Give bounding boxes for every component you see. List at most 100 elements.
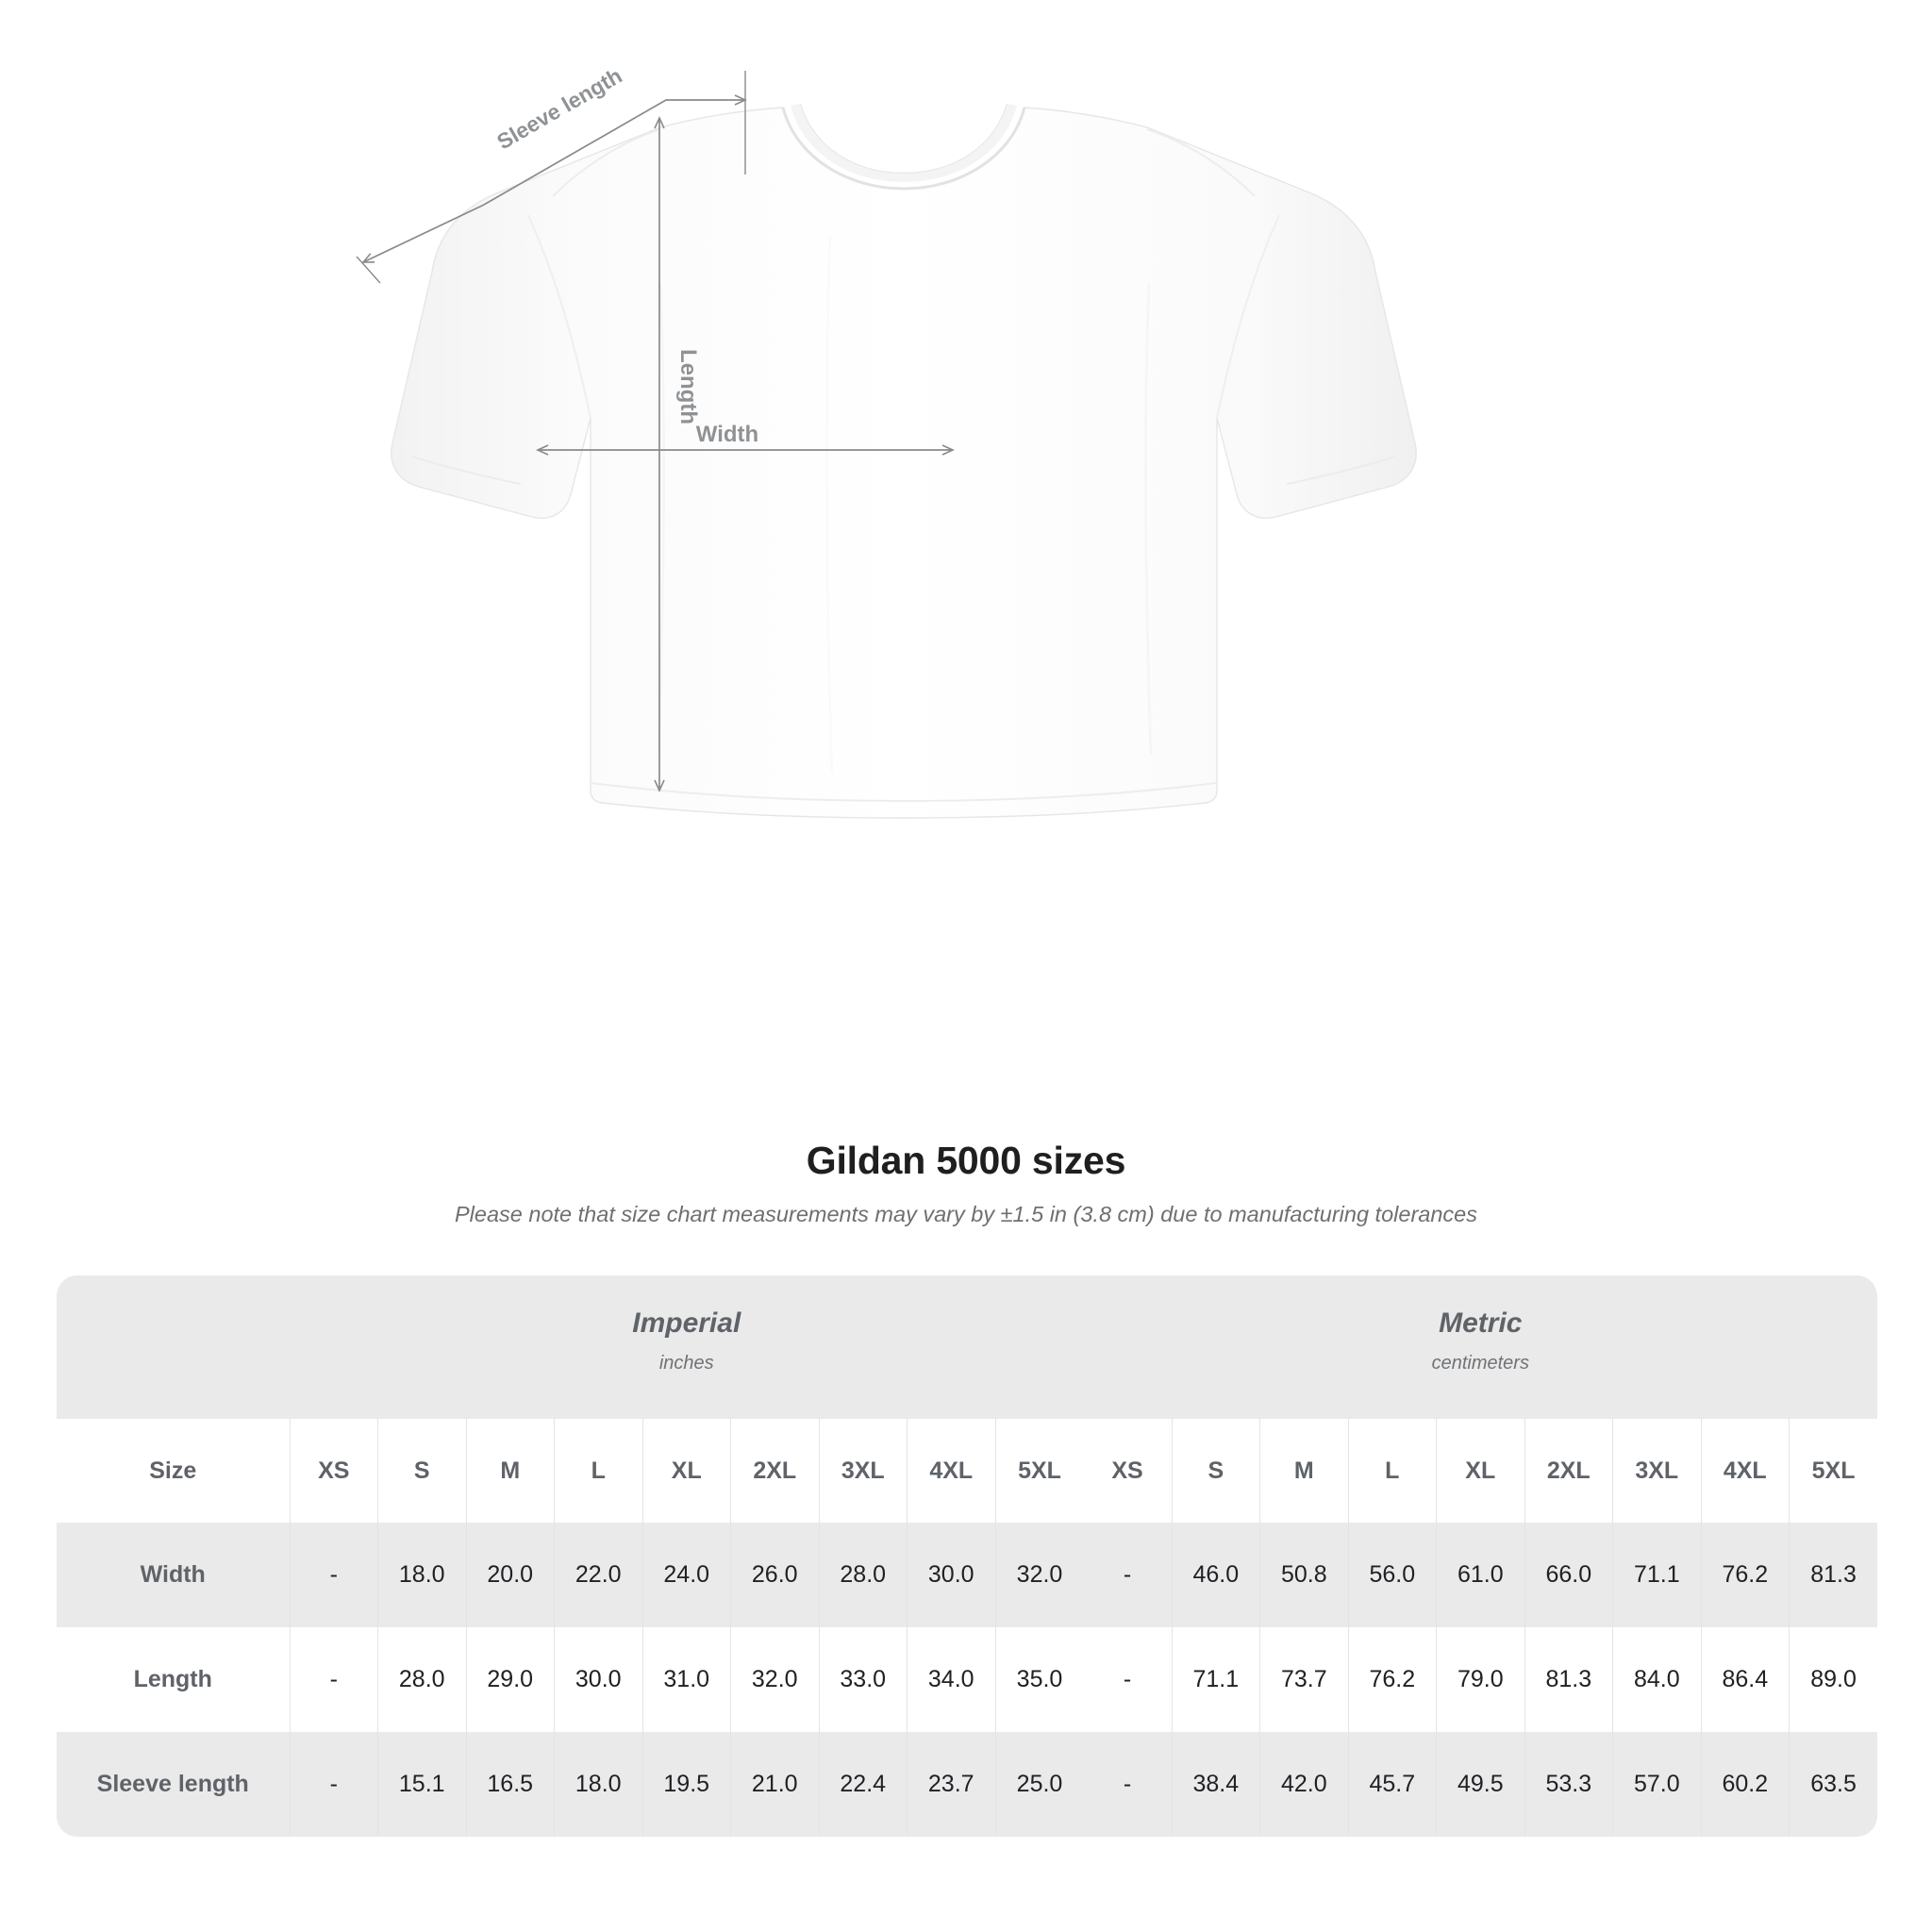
cell-length-xs-metric: - (1083, 1627, 1173, 1732)
column-header-size-l-imperial: L (554, 1419, 642, 1523)
cell-length-2xl-imperial: 32.0 (730, 1627, 819, 1732)
unit-band-spacer (57, 1275, 290, 1419)
cell-length-xs-imperial: - (289, 1627, 378, 1732)
cell-width-xl-imperial: 24.0 (641, 1523, 731, 1627)
cell-length-3xl-metric: 84.0 (1612, 1627, 1702, 1732)
cell-length-s-imperial: 28.0 (377, 1627, 466, 1732)
cell-length-s-metric: 71.1 (1171, 1627, 1260, 1732)
cell-width-5xl-metric: 81.3 (1789, 1523, 1878, 1627)
cell-width-m-imperial: 20.0 (465, 1523, 555, 1627)
cell-width-xl-metric: 61.0 (1436, 1523, 1525, 1627)
cell-width-m-metric: 50.8 (1259, 1523, 1349, 1627)
table-row: Length -28.0 29.0 30.0 31.0 32.0 33.0 34.0 35.0-… (57, 1627, 1878, 1732)
cell-length-3xl-imperial: 33.0 (818, 1627, 908, 1732)
cell-width-xs-metric: - (1083, 1523, 1173, 1627)
cell-sleeve-length-s-metric: 38.4 (1171, 1732, 1260, 1837)
cell-length-l-metric: 76.2 (1347, 1627, 1437, 1732)
column-header-size-5xl-imperial: 5XL (994, 1419, 1084, 1523)
cell-length-xl-metric: 79.0 (1436, 1627, 1525, 1732)
column-header-size-xl-imperial: XL (641, 1419, 731, 1523)
cell-sleeve-length-xs-metric: - (1083, 1732, 1173, 1837)
cell-length-l-imperial: 30.0 (554, 1627, 642, 1732)
column-header-size-s-imperial: S (377, 1419, 466, 1523)
size-chart-table: Imperial inches Metric centimeters Size XS S M L… (57, 1275, 1878, 1837)
cell-width-2xl-metric: 66.0 (1524, 1523, 1613, 1627)
cell-sleeve-length-5xl-imperial: 25.0 (994, 1732, 1084, 1837)
column-header-size-xl-metric: XL (1436, 1419, 1525, 1523)
tshirt-measurement-figure: Sleeve length Length Width (356, 63, 1417, 819)
column-header-size-4xl-imperial: 4XL (907, 1419, 995, 1523)
cell-width-s-metric: 46.0 (1171, 1523, 1260, 1627)
column-header-size-3xl-metric: 3XL (1612, 1419, 1702, 1523)
unit-group-subtitle: inches (658, 1353, 714, 1374)
cell-sleeve-length-xs-imperial: - (289, 1732, 378, 1837)
sleeve-hem-tick (356, 256, 381, 284)
page-title: Gildan 5000 sizes (806, 1139, 1126, 1182)
left-sleeve-hem (411, 456, 522, 485)
label-length: Length (675, 349, 701, 425)
column-header-size-4xl-metric: 4XL (1700, 1419, 1790, 1523)
column-header-size-2xl-metric: 2XL (1524, 1419, 1613, 1523)
cell-sleeve-length-xl-imperial: 19.5 (641, 1732, 731, 1837)
unit-group-name: Imperial (632, 1307, 741, 1339)
size-header-row: Size XS S M L XL 2XL 3XL 4XL 5XL XS S M L XL 2XL 3XL 4XL 5… (57, 1419, 1878, 1523)
cell-sleeve-length-4xl-metric: 60.2 (1700, 1732, 1790, 1837)
cell-length-4xl-metric: 86.4 (1700, 1627, 1790, 1732)
cell-width-2xl-imperial: 26.0 (730, 1523, 819, 1627)
cell-sleeve-length-2xl-imperial: 21.0 (730, 1732, 819, 1837)
cell-width-5xl-imperial: 32.0 (994, 1523, 1084, 1627)
cell-width-l-metric: 56.0 (1347, 1523, 1437, 1627)
right-sleeve-hem (1286, 456, 1396, 485)
unit-band-row: Imperial inches Metric centimeters (57, 1275, 1878, 1419)
cell-length-m-metric: 73.7 (1259, 1627, 1349, 1732)
column-header-size-xs-imperial: XS (289, 1419, 378, 1523)
table-row: Width -18.0 20.0 22.0 24.0 26.0 28.0 30.0 32.0-4… (57, 1523, 1878, 1627)
sleeve-dimension-line (361, 94, 747, 263)
cell-sleeve-length-xl-metric: 49.5 (1436, 1732, 1525, 1837)
cell-sleeve-length-m-metric: 42.0 (1259, 1732, 1349, 1837)
cell-length-m-imperial: 29.0 (465, 1627, 555, 1732)
bottom-hem (591, 782, 1217, 803)
collar-rib-shade (791, 104, 1017, 182)
cell-length-5xl-metric: 89.0 (1789, 1627, 1878, 1732)
collar-inner (798, 103, 1009, 175)
right-armhole-seam (1216, 214, 1280, 419)
unit-group-metric: Metric centimeters (1083, 1275, 1878, 1419)
cell-width-3xl-imperial: 28.0 (818, 1523, 908, 1627)
cell-width-4xl-metric: 76.2 (1700, 1523, 1790, 1627)
fabric-fold-3 (825, 235, 834, 774)
cell-length-5xl-imperial: 35.0 (994, 1627, 1084, 1732)
column-header-size-2xl-imperial: 2XL (730, 1419, 819, 1523)
column-header-size-m-metric: M (1259, 1419, 1349, 1523)
column-header-size-m-imperial: M (465, 1419, 555, 1523)
cell-length-4xl-imperial: 34.0 (907, 1627, 995, 1732)
tshirt-illustration (391, 103, 1417, 819)
cell-sleeve-length-5xl-metric: 63.5 (1789, 1732, 1878, 1837)
column-header-size-l-metric: L (1347, 1419, 1437, 1523)
cell-sleeve-length-s-imperial: 15.1 (377, 1732, 466, 1837)
cell-width-s-imperial: 18.0 (377, 1523, 466, 1627)
size-chart-table-wrap: Imperial inches Metric centimeters Size XS S M L… (57, 1275, 1878, 1837)
unit-group-subtitle: centimeters (1431, 1353, 1529, 1374)
cell-sleeve-length-4xl-imperial: 23.7 (907, 1732, 995, 1837)
cell-sleeve-length-2xl-metric: 53.3 (1524, 1732, 1613, 1837)
cell-sleeve-length-l-metric: 45.7 (1347, 1732, 1437, 1837)
label-sleeve-length: Sleeve length (492, 63, 625, 155)
tshirt-body-shape (391, 107, 1417, 819)
cell-sleeve-length-l-imperial: 18.0 (554, 1732, 642, 1837)
row-header-sleeve-length: Sleeve length (57, 1732, 290, 1837)
collar-outer (781, 107, 1026, 191)
tolerance-note: Please note that size chart measurements… (455, 1202, 1477, 1227)
label-width: Width (696, 422, 758, 447)
cell-width-3xl-metric: 71.1 (1612, 1523, 1702, 1627)
cell-sleeve-length-3xl-imperial: 22.4 (818, 1732, 908, 1837)
right-shoulder-seam (1146, 128, 1256, 197)
fabric-fold-2 (1143, 282, 1153, 756)
cell-width-xs-imperial: - (289, 1523, 378, 1627)
cell-sleeve-length-3xl-metric: 57.0 (1612, 1732, 1702, 1837)
table-row: Sleeve length -15.1 16.5 18.0 19.5 21.0 22.4 23… (57, 1732, 1878, 1837)
unit-group-name: Metric (1439, 1307, 1523, 1339)
title-block: Gildan 5000 sizes Please note that size … (0, 1139, 1932, 1227)
row-header-width: Width (57, 1523, 290, 1627)
